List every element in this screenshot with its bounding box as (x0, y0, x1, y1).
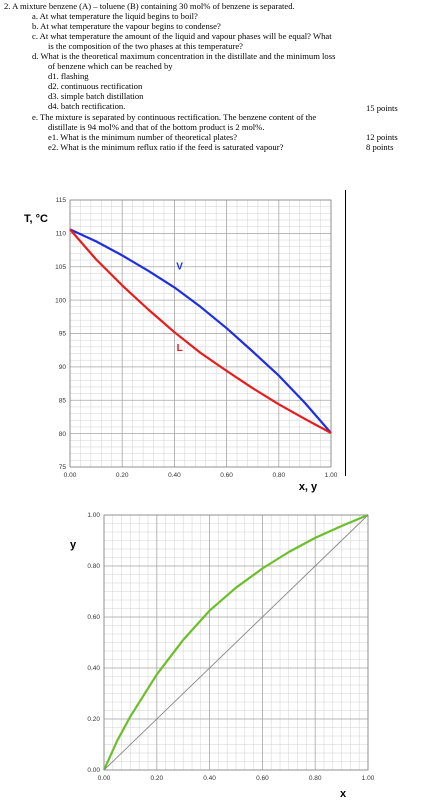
series-line-0 (102, 513, 369, 771)
x-tick-label: 0.00 (98, 775, 111, 782)
question-d3: d3. simple batch distillation (48, 91, 144, 101)
x-axis-label: x, y (299, 481, 318, 493)
y-tick-label: 75 (59, 464, 67, 471)
x-axis-label: x (340, 788, 347, 800)
y-tick-label: 0.00 (87, 767, 100, 774)
y-axis-label: T, °C (24, 213, 48, 225)
y-tick-label: 80 (59, 431, 67, 438)
x-tick-label: 0.40 (203, 775, 216, 782)
y-tick-label: 115 (56, 197, 67, 204)
question-d2: d2. continuous rectification (48, 81, 143, 91)
y-tick-label: 90 (59, 364, 67, 371)
y-axis-label: y (70, 539, 77, 551)
question-d-line1: d. What is the theoretical maximum conce… (32, 51, 336, 61)
x-tick-label: 0.80 (272, 472, 285, 479)
x-tick-label: 0.60 (256, 775, 269, 782)
y-tick-label: 0.80 (87, 563, 100, 570)
y-tick-label: 100 (55, 297, 66, 304)
x-tick-label: 0.00 (64, 472, 77, 479)
series-line-l (69, 228, 332, 434)
e2-points: 8 points (366, 142, 394, 152)
x-tick-label: 0.40 (168, 472, 181, 479)
x-tick-label: 0.60 (220, 472, 233, 479)
series-line-v (69, 228, 332, 434)
y-tick-label: 110 (56, 231, 67, 238)
xy-chart: 0.00 0.20 0.40 0.60 0.80 1.00 0.00 0.20 0.40 0.60… (70, 512, 375, 800)
y-tick-label: 1.00 (87, 512, 100, 519)
question-b: b. At what temperature the vapour begins… (32, 21, 221, 31)
question-c-line1: c. At what temperature the amount of the… (32, 31, 332, 41)
series-label-v: V (176, 261, 183, 272)
x-tick-label: 0.20 (150, 775, 163, 782)
y-tick-label: 0.20 (87, 716, 100, 723)
y-tick-label: 0.60 (87, 614, 100, 621)
y-tick-label: 85 (59, 397, 67, 404)
x-tick-label: 1.00 (362, 775, 375, 782)
question-e1: e1. What is the minimum number of theore… (48, 132, 238, 142)
question-e-line2: distillate is 94 mol% and that of the bo… (48, 122, 265, 132)
x-tick-label: 0.80 (309, 775, 322, 782)
y-tick-label: 95 (59, 331, 67, 338)
txy-chart: 0.00 0.20 0.40 0.60 0.80 1.00 75 80 85 90 95 100 105… (24, 197, 338, 493)
y-tick-label: 0.40 (87, 665, 100, 672)
x-tick-label: 1.00 (325, 472, 338, 479)
question-d1: d1. flashing (48, 71, 89, 81)
question-d-line2: of benzene which can be reached by (48, 61, 173, 71)
series-line-1 (103, 514, 369, 771)
plot-frame (69, 199, 332, 468)
question-a: a. At what temperature the liquid begins… (32, 11, 198, 21)
d-points: 15 points (366, 103, 398, 113)
y-tick-label: 105 (55, 264, 66, 271)
plot-frame (103, 514, 369, 771)
e1-points: 12 points (366, 132, 398, 142)
series-label-l: L (177, 343, 183, 354)
x-tick-label: 0.20 (116, 472, 129, 479)
problem-intro: 2. A mixture benzene (A) – toluene (B) c… (4, 1, 295, 11)
question-e2: e2. What is the minimum reflux ratio if … (48, 142, 284, 152)
margin-divider (345, 190, 346, 476)
question-e-line1: e. The mixture is separated by continuou… (32, 112, 317, 122)
question-d4: d4. batch rectification. (48, 101, 126, 111)
question-c-line2: is the composition of the two phases at … (48, 41, 243, 51)
